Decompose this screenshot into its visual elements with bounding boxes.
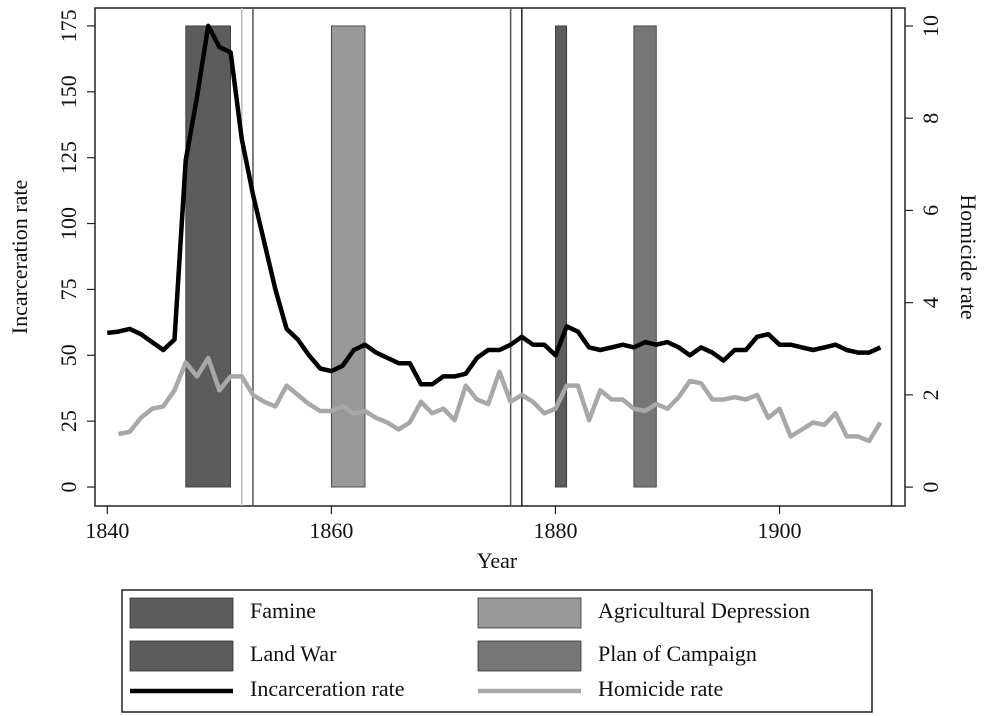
legend-label: Land War: [250, 641, 337, 666]
y-tick-label: 100: [56, 207, 81, 240]
x-axis-label: Year: [477, 548, 518, 573]
y-tick-label: 75: [56, 278, 81, 300]
y2-tick-label: 4: [918, 297, 943, 308]
legend-label: Plan of Campaign: [598, 641, 757, 666]
series-line: [107, 23, 882, 387]
legend-swatch: [477, 597, 582, 629]
plot-frame: [94, 7, 906, 507]
y-axis-label: Incarceration rate: [7, 180, 32, 335]
y-tick-label: 125: [56, 141, 81, 174]
legend-label: Agricultural Depression: [598, 598, 810, 623]
y2-axis-label: Homicide rate: [956, 194, 981, 319]
shaded-region: [633, 25, 657, 488]
y-tick-label: 25: [56, 410, 81, 432]
y2-tick-label: 10: [918, 15, 943, 37]
y2-tick-label: 6: [918, 205, 943, 216]
y-tick-label: 175: [56, 9, 81, 42]
legend-label: Homicide rate: [598, 676, 723, 701]
legend-label: Famine: [250, 598, 316, 623]
y-tick-label: 50: [56, 344, 81, 366]
x-tick-label: 1900: [758, 518, 802, 543]
legend-swatch: [129, 640, 234, 672]
x-tick-label: 1840: [85, 518, 129, 543]
legend-label: Incarceration rate: [250, 676, 405, 701]
y2-tick-label: 0: [918, 482, 943, 493]
legend-swatch: [477, 640, 582, 672]
shaded-region: [330, 25, 366, 488]
x-tick-label: 1860: [309, 518, 353, 543]
shaded-region: [185, 25, 231, 488]
legend-swatch: [129, 597, 234, 629]
x-tick-label: 1880: [533, 518, 577, 543]
y2-tick-label: 8: [918, 113, 943, 124]
shaded-region: [555, 25, 568, 488]
y2-tick-label: 2: [918, 389, 943, 400]
y-tick-label: 0: [56, 482, 81, 493]
series-line: [118, 355, 883, 444]
y-tick-label: 150: [56, 75, 81, 108]
